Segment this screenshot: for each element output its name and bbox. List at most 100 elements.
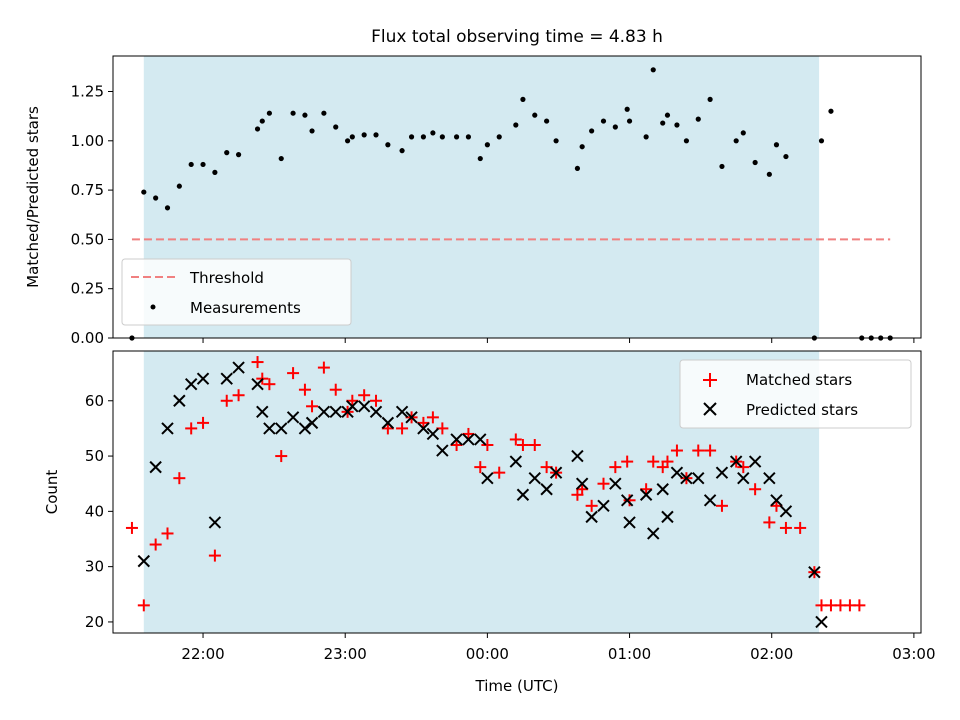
predicted-star-point	[549, 466, 563, 479]
measurement-point	[164, 205, 171, 211]
predicted-star-point	[528, 471, 541, 485]
measurement-point	[733, 138, 739, 144]
predicted-star-point	[692, 471, 705, 485]
measurement-point	[361, 132, 367, 138]
matched-star-point	[540, 461, 553, 474]
legend-threshold-label: Threshold	[189, 269, 264, 287]
measurement-point	[773, 142, 780, 148]
matched-star-point	[275, 450, 288, 463]
measurement-point	[674, 122, 680, 128]
legend-measurements-label: Measurements	[190, 299, 301, 317]
top-plot-frame	[112, 55, 922, 339]
measurement-point	[650, 67, 656, 73]
predicted-marker-b	[196, 372, 210, 385]
predicted-marker-b	[161, 422, 174, 435]
matched-star-point	[306, 400, 319, 413]
x-tick-label: 00:00	[466, 645, 509, 663]
predicted-star-point	[369, 405, 383, 419]
predicted-marker-b	[369, 405, 383, 419]
predicted-marker-b	[703, 494, 717, 507]
measurement-point	[333, 124, 339, 130]
matched-star-point	[298, 383, 311, 396]
measurement-point	[612, 124, 618, 130]
measurement-point	[212, 169, 218, 175]
legend-predicted-label: Predicted stars	[746, 401, 858, 419]
predicted-star-point	[329, 405, 342, 419]
predicted-marker-b	[251, 377, 264, 391]
predicted-star-point	[609, 477, 622, 490]
predicted-star-point	[357, 400, 371, 413]
bottom-legend-box	[679, 359, 912, 429]
matched-star-point	[704, 444, 717, 457]
measurement-point	[309, 128, 315, 134]
matched-star-point	[329, 383, 342, 396]
predicted-marker-b	[597, 499, 610, 513]
measurement-point	[465, 134, 472, 140]
predicted-star-point	[405, 411, 418, 424]
predicted-marker-b	[609, 477, 622, 490]
predicted-star-point	[474, 433, 487, 446]
predicted-marker-b	[184, 377, 198, 391]
matched-star-point	[528, 439, 541, 451]
predicted-star-point	[540, 483, 553, 496]
predicted-star-point	[173, 394, 186, 407]
matched-star-point	[417, 416, 430, 429]
bottom-y-axis-label: Count	[43, 470, 61, 515]
measurement-point	[496, 134, 502, 140]
measurement-point	[740, 130, 746, 136]
predicted-star-point	[436, 444, 449, 457]
predicted-marker-b	[692, 471, 705, 485]
top-y-tick-label: 0.00	[71, 329, 104, 347]
measurement-point	[439, 134, 445, 140]
matched-star-point	[462, 427, 475, 440]
measurement-point	[719, 163, 725, 170]
predicted-star-point	[715, 466, 729, 479]
measurement-point	[408, 134, 415, 140]
predicted-marker-b	[620, 494, 634, 507]
predicted-star-point	[417, 422, 430, 435]
predicted-star-point	[661, 510, 674, 524]
predicted-star-point	[161, 422, 174, 435]
predicted-marker-b	[549, 466, 563, 479]
predicted-star-point	[808, 565, 821, 579]
matched-stars-points	[125, 356, 866, 612]
predicted-marker-b	[263, 422, 276, 435]
bottom-legend: Matched stars Predicted stars	[679, 359, 912, 429]
measurement-point	[141, 189, 147, 195]
predicted-star-point	[256, 405, 269, 419]
predicted-marker-b	[763, 471, 776, 485]
measurement-point	[477, 155, 483, 162]
legend-measurements-swatch	[150, 304, 156, 310]
x-tick-label: 01:00	[608, 645, 651, 663]
matched-star-point	[436, 422, 449, 435]
predicted-marker-b	[149, 460, 162, 474]
predicted-star-point	[196, 372, 210, 385]
predicted-star-point	[639, 488, 653, 501]
matched-star-point	[137, 599, 150, 612]
x-tick-label: 23:00	[324, 645, 367, 663]
predicted-star-point	[703, 494, 717, 507]
predicted-star-point	[346, 400, 359, 413]
predicted-star-point	[462, 433, 475, 446]
measurement-point	[188, 161, 194, 168]
top-panel: 0.00 0.25 0.50 0.75 1.00 1.25 Matched/Predict…	[24, 55, 922, 347]
predicted-marker-b	[436, 444, 449, 457]
predicted-star-point	[251, 377, 264, 391]
measurement-point	[752, 159, 758, 166]
predicted-marker-b	[540, 483, 553, 496]
x-tick-label: 02:00	[750, 645, 793, 663]
bottom-y-tick-label: 20	[85, 613, 104, 631]
measurement-point	[626, 118, 633, 124]
predicted-marker-b	[670, 466, 684, 479]
predicted-star-point	[317, 405, 331, 419]
matched-star-point	[779, 521, 792, 534]
predicted-star-point	[275, 422, 288, 435]
predicted-marker-b	[417, 422, 430, 435]
measurement-point	[235, 152, 242, 158]
predicted-marker-b	[575, 477, 589, 490]
predicted-star-point	[748, 455, 762, 468]
measurement-point	[683, 138, 690, 144]
matched-star-point	[220, 394, 233, 407]
measurement-point	[579, 144, 585, 150]
measurement-point	[399, 148, 405, 154]
